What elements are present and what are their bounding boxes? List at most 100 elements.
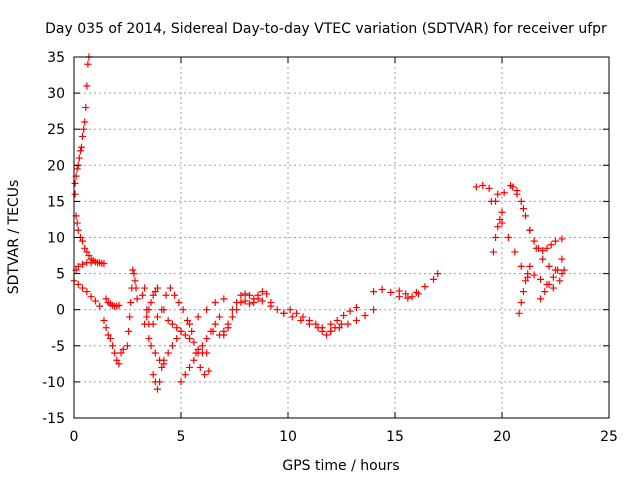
data-point	[273, 306, 281, 314]
data-point	[168, 320, 176, 328]
data-point	[515, 309, 523, 317]
data-point	[517, 298, 525, 306]
data-point	[323, 331, 331, 339]
data-point	[115, 360, 123, 368]
data-point	[73, 219, 81, 227]
data-point	[188, 327, 196, 335]
data-point	[145, 335, 153, 343]
y-tick-label: 25	[47, 122, 65, 138]
data-point	[91, 297, 99, 305]
x-axis-label: GPS time / hours	[282, 458, 399, 474]
data-point	[71, 190, 79, 198]
data-point	[519, 288, 527, 296]
data-point	[370, 306, 378, 314]
data-point	[526, 226, 534, 234]
data-point	[83, 288, 91, 296]
data-point	[196, 363, 204, 371]
data-point	[143, 313, 151, 321]
data-point	[267, 302, 275, 310]
series-arc-20to21	[509, 183, 566, 254]
data-point	[132, 284, 140, 292]
data-point	[209, 327, 217, 335]
data-point	[496, 215, 504, 223]
data-point	[156, 356, 164, 364]
data-point	[83, 248, 91, 256]
series-arc-5to7	[177, 313, 224, 386]
data-point	[340, 311, 348, 319]
series-arc-1p5-2p5	[100, 317, 127, 368]
data-point	[293, 309, 301, 317]
data-point	[126, 313, 134, 321]
data-point	[434, 270, 442, 278]
data-point	[141, 320, 149, 328]
series-arc-19p5-20	[489, 208, 506, 256]
data-point	[526, 262, 534, 270]
data-point	[352, 304, 360, 312]
data-point	[522, 277, 530, 285]
data-point	[151, 288, 159, 296]
data-point	[370, 288, 378, 296]
y-tick-label: 5	[56, 267, 65, 283]
data-point	[312, 320, 320, 328]
data-point	[224, 324, 232, 332]
data-point	[109, 342, 117, 350]
data-point	[430, 275, 438, 283]
data-point	[280, 309, 288, 317]
data-point	[186, 335, 194, 343]
y-tick-label: -10	[42, 375, 65, 391]
data-point	[335, 324, 343, 332]
series-arc-early-decay	[71, 190, 108, 267]
y-tick-label: 10	[47, 231, 65, 247]
data-point	[558, 255, 566, 263]
data-point	[517, 262, 525, 270]
series-arc-1p5-1p8	[102, 295, 123, 310]
data-point	[408, 293, 416, 301]
data-point	[203, 349, 211, 357]
data-point	[147, 342, 155, 350]
data-point	[158, 363, 166, 371]
data-point	[547, 241, 555, 249]
series-arc-14to17	[370, 270, 442, 302]
x-tick-label: 0	[70, 429, 79, 445]
data-point	[102, 295, 110, 303]
data-point	[560, 266, 568, 274]
data-point	[175, 298, 183, 306]
data-point	[149, 371, 157, 379]
data-point	[297, 317, 305, 325]
data-point	[83, 82, 91, 90]
data-point	[513, 190, 521, 198]
x-tick-label: 10	[279, 429, 297, 445]
data-point	[81, 244, 89, 252]
data-point	[485, 184, 493, 192]
series-arc-21to23	[537, 255, 566, 303]
data-point	[87, 259, 95, 267]
series-arc-19to21-b	[487, 182, 566, 278]
series-arc-2p5	[124, 266, 141, 350]
data-point	[166, 284, 174, 292]
data-point	[124, 342, 131, 350]
y-tick-label: -15	[42, 411, 65, 427]
data-point	[211, 320, 219, 328]
data-point	[237, 298, 245, 306]
series-arc-5to6	[72, 259, 95, 274]
data-point	[530, 237, 538, 245]
data-point	[149, 320, 157, 328]
y-tick-label: -5	[51, 339, 65, 355]
data-point	[258, 297, 266, 305]
data-point	[299, 313, 307, 321]
data-point	[472, 183, 480, 191]
data-point	[241, 290, 249, 298]
data-marks	[70, 53, 568, 393]
data-point	[539, 246, 547, 254]
data-point	[250, 298, 258, 306]
data-point	[79, 284, 87, 292]
data-point	[102, 324, 110, 332]
series-arc-4to7-c	[151, 295, 228, 368]
data-point	[534, 244, 542, 252]
data-point	[404, 294, 412, 302]
data-point	[181, 371, 189, 379]
data-point	[554, 266, 562, 274]
data-point	[338, 320, 345, 328]
data-point	[549, 273, 557, 281]
data-point	[87, 293, 95, 301]
